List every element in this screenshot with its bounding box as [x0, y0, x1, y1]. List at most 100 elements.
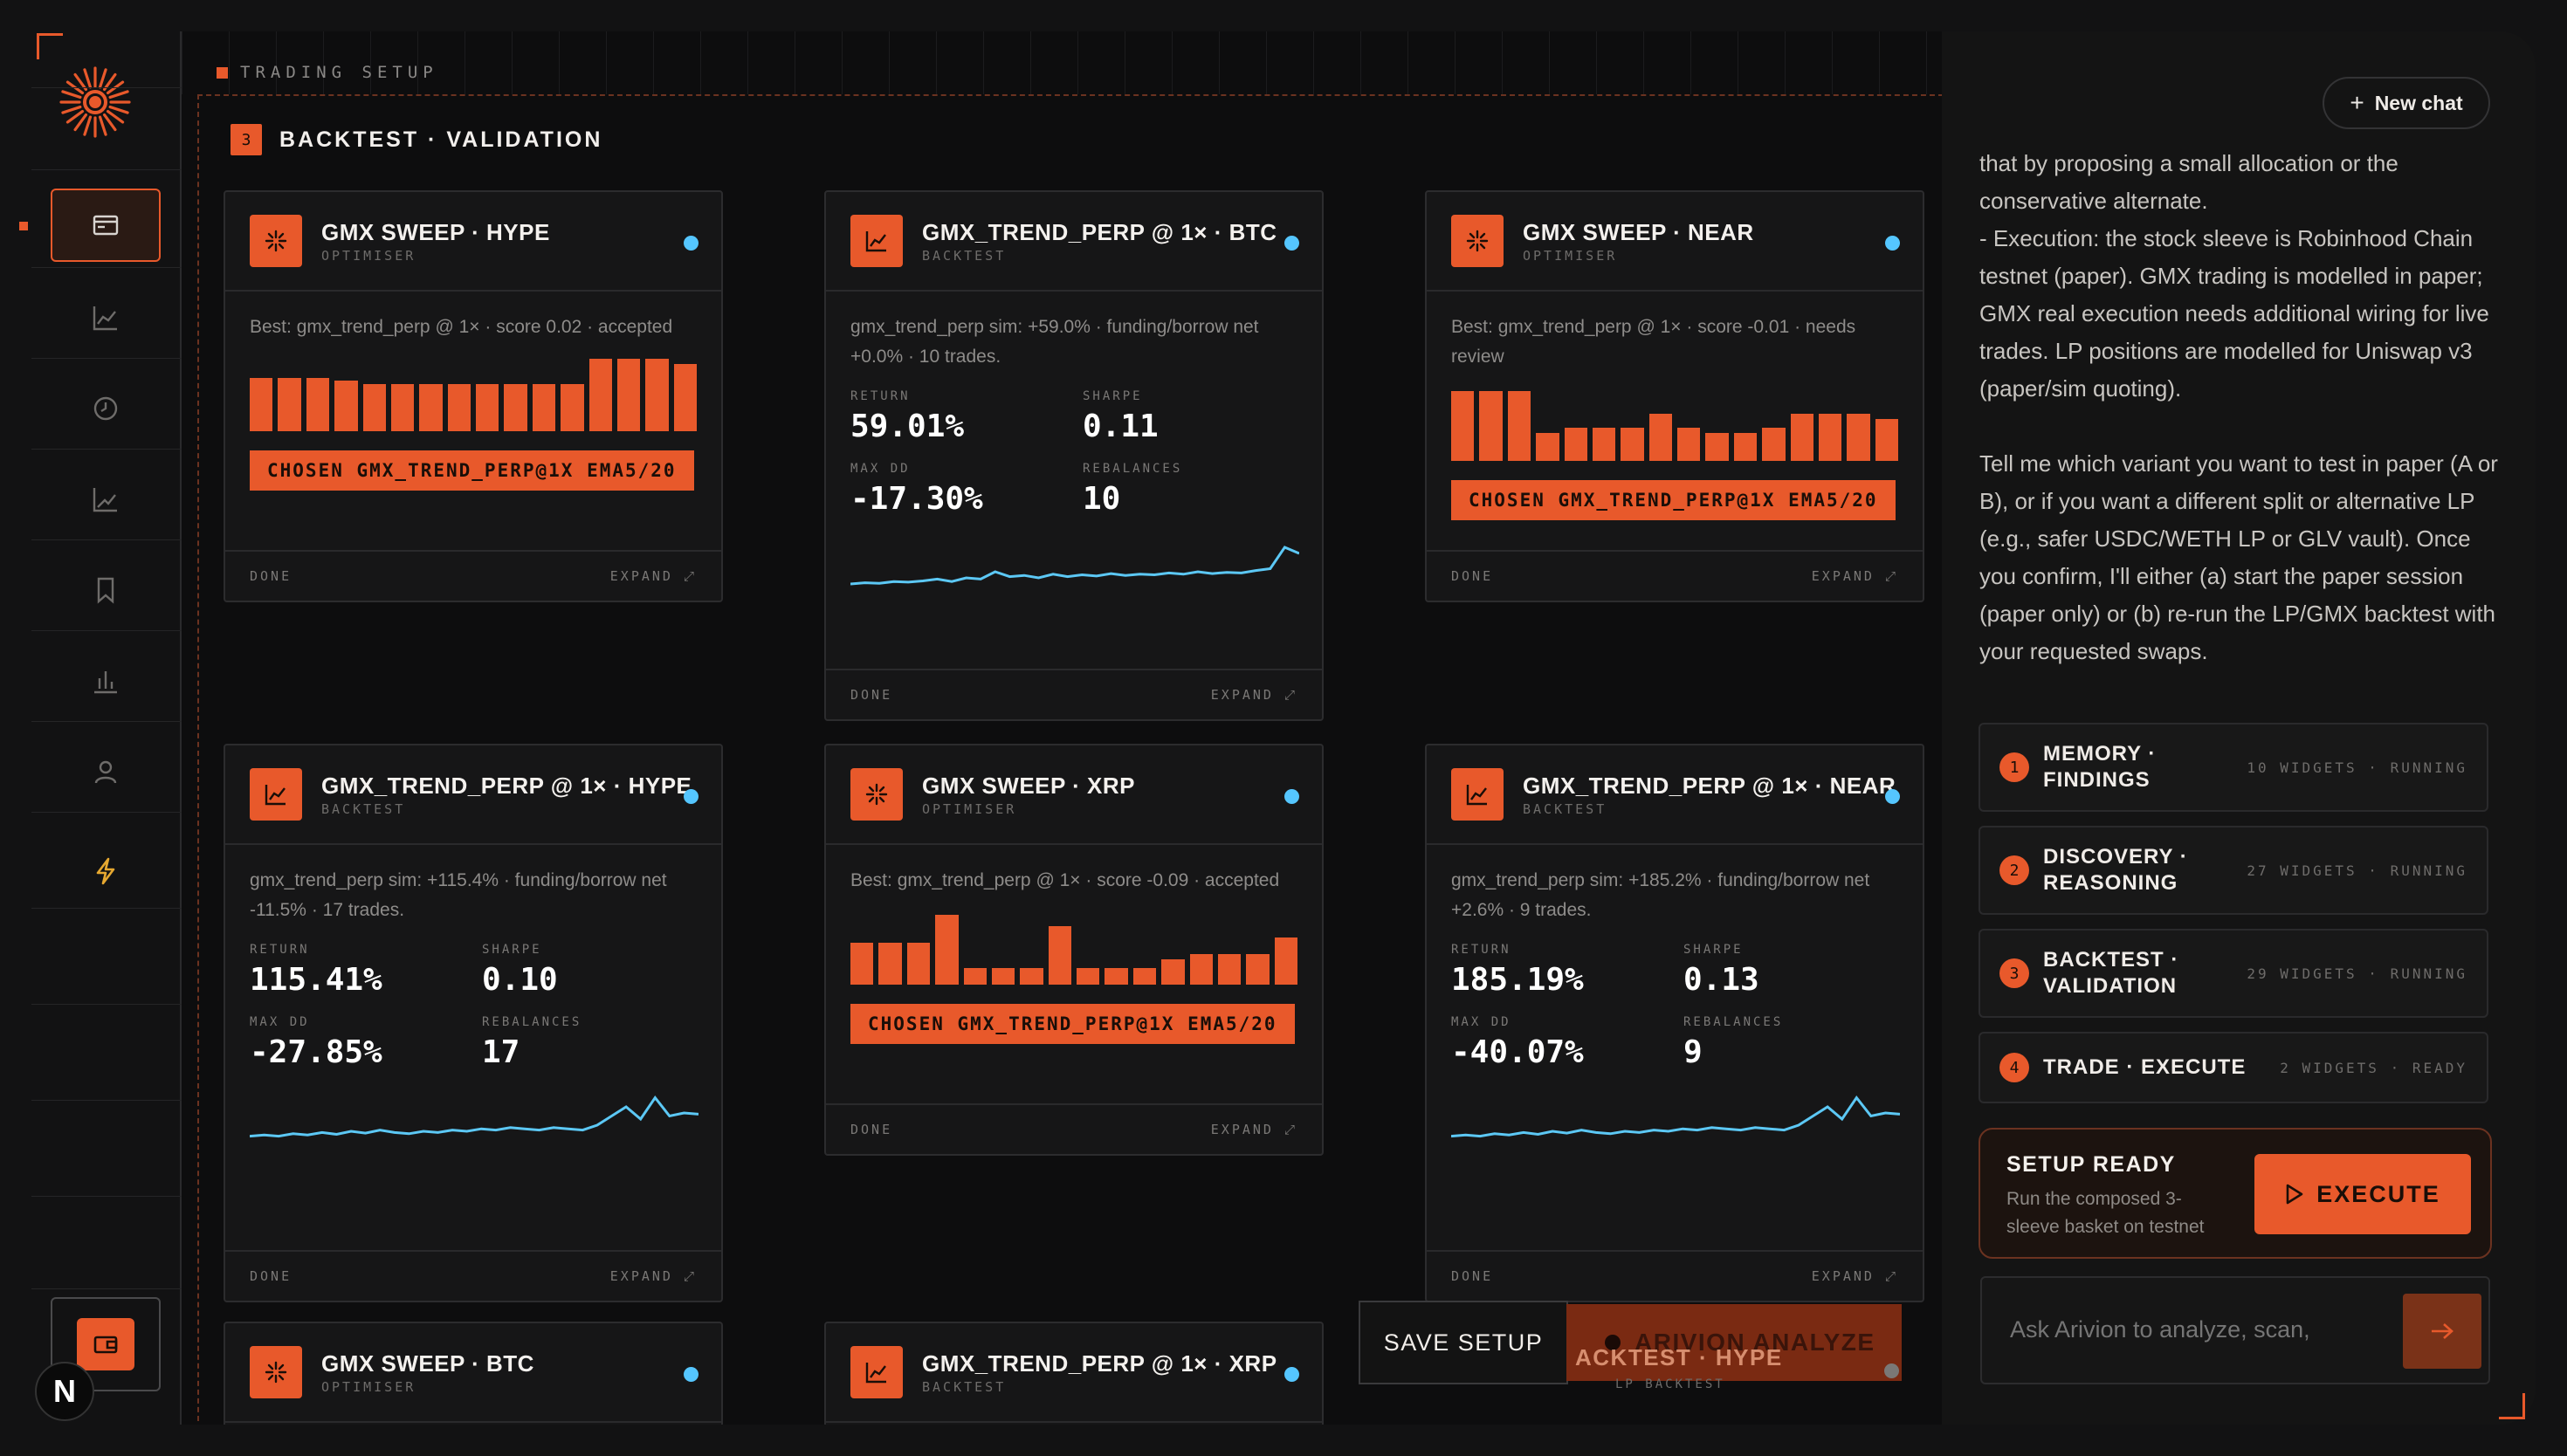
stat-label: SHARPE [482, 943, 542, 957]
score-bar [334, 381, 358, 431]
card-body: Best: gmx_trend_perp @ 1× · score -0.09 … [826, 845, 1322, 1044]
wallet-button[interactable] [51, 1297, 161, 1391]
sparkle-icon [1451, 215, 1504, 267]
stat-sharpe: 0.13 [1683, 962, 1759, 998]
widget-card-optimiser[interactable]: GMX SWEEP · HYPE OPTIMISER Best: gmx_trend… [224, 190, 723, 602]
plus-icon: + [2350, 89, 2364, 116]
expand-button[interactable]: EXPAND ⤢ [609, 1268, 697, 1284]
expand-button[interactable]: EXPAND ⤢ [1210, 1122, 1297, 1137]
status-dot [1284, 1367, 1299, 1382]
credit-card-icon [93, 215, 119, 236]
dragged-widget-ghost: ACKTEST · HYPE [1575, 1344, 1783, 1370]
card-title: GMX_TREND_PERP @ 1× · NEAR [1523, 772, 1896, 799]
card-body: gmx_trend_perp sim: +115.4% · funding/bo… [225, 845, 721, 1149]
status-dot [1284, 236, 1299, 251]
sidebar-item-automation[interactable] [51, 834, 161, 908]
sidebar-divider [31, 87, 182, 88]
expand-button[interactable]: EXPAND ⤢ [1210, 687, 1297, 703]
stats-grid: RETURN 115.41% SHARPE 0.10 MAX DD -27.85% REBA… [250, 943, 697, 1070]
status-dot [684, 1367, 699, 1382]
send-button[interactable] [2403, 1294, 2481, 1369]
widget-card-backtest[interactable]: GMX_TREND_PERP @ 1× · HYPE BACKTEST gmx_tr… [224, 744, 723, 1302]
score-bar [935, 915, 959, 985]
expand-button[interactable]: EXPAND ⤢ [1811, 1268, 1898, 1284]
setup-label: TRADING SETUP [217, 63, 438, 82]
pipeline-step-execute[interactable]: 4 TRADE · EXECUTE 2 WIDGETS · READY [1979, 1032, 2488, 1103]
widget-card-optimiser[interactable]: GMX SWEEP · XRP OPTIMISER Best: gmx_trend_… [824, 744, 1324, 1156]
setup-ready-panel: SETUP READY Run the composed 3-sleeve ba… [1979, 1128, 2492, 1259]
new-chat-button[interactable]: + New chat [2323, 77, 2490, 129]
card-status: DONE [850, 1122, 893, 1137]
save-setup-button[interactable]: SAVE SETUP [1359, 1301, 1568, 1384]
chat-paragraph: that by proposing a small allocation or … [1979, 150, 2489, 402]
sidebar-item-profile[interactable] [51, 735, 161, 808]
score-bar [1077, 967, 1100, 985]
card-status: DONE [250, 1268, 292, 1284]
chat-input[interactable] [2010, 1316, 2385, 1343]
line-chart-icon [1451, 768, 1504, 821]
sidebar-item-saved[interactable] [51, 553, 161, 627]
expand-button[interactable]: EXPAND ⤢ [609, 568, 697, 584]
expand-button[interactable]: EXPAND ⤢ [1811, 568, 1898, 584]
pipeline-step-backtest[interactable]: 3 BACKTEST · VALIDATION 29 WIDGETS · RUN… [1979, 929, 2488, 1018]
score-bar [1451, 391, 1475, 461]
step-meta: 29 WIDGETS · RUNNING [2247, 965, 2467, 982]
execute-button[interactable]: EXECUTE [2254, 1154, 2471, 1234]
stat-rebalances: 9 [1683, 1034, 1703, 1070]
user-badge[interactable]: N [35, 1362, 94, 1421]
sidebar-item-performance[interactable] [51, 463, 161, 536]
card-description: Best: gmx_trend_perp @ 1× · score 0.02 ·… [250, 317, 673, 337]
card-subtitle: OPTIMISER [1523, 247, 1618, 264]
card-title: GMX SWEEP · BTC [321, 1350, 534, 1377]
card-subtitle: OPTIMISER [321, 247, 416, 264]
widget-card-backtest[interactable]: GMX_TREND_PERP @ 1× · BTC BACKTEST gmx_tre… [824, 190, 1324, 721]
arrow-right-icon [2432, 1323, 2453, 1339]
equity-sparkline [250, 1095, 699, 1138]
setup-label-text: TRADING SETUP [240, 63, 438, 82]
sparkle-icon [250, 1346, 302, 1398]
sparkle-icon [250, 215, 302, 267]
score-bar [616, 358, 641, 431]
user-icon [94, 760, 117, 784]
card-title: GMX_TREND_PERP @ 1× · HYPE [321, 772, 692, 799]
score-bar [1217, 953, 1242, 985]
arivion-analyze-button[interactable]: ARIVION ANALYZE [1566, 1304, 1902, 1381]
stat-label: RETURN [250, 943, 310, 957]
setup-ready-title: SETUP READY [2006, 1152, 2176, 1177]
corner-bracket [37, 33, 63, 59]
stat-label: SHARPE [1683, 943, 1744, 957]
lightning-icon [96, 857, 115, 885]
clock-icon [93, 396, 118, 421]
stat-max-dd: -17.30% [850, 481, 983, 517]
card-header: GMX SWEEP · NEAR OPTIMISER [1427, 192, 1923, 292]
widget-card-backtest[interactable]: GMX_TREND_PERP @ 1× · XRP BACKTEST [824, 1322, 1324, 1425]
sidebar-item-setup[interactable] [51, 189, 161, 262]
bar-chart-icon [94, 671, 117, 694]
sidebar-border [180, 31, 182, 1425]
score-bar [1733, 433, 1758, 461]
score-bars [1451, 388, 1898, 461]
sidebar-item-charts[interactable] [51, 281, 161, 354]
sidebar-item-history[interactable] [51, 372, 161, 445]
card-description: Best: gmx_trend_perp @ 1× · score -0.09 … [850, 870, 1280, 890]
stat-max-dd: -40.07% [1451, 1034, 1584, 1070]
analyze-dot-icon [1605, 1335, 1621, 1350]
sidebar-item-analytics[interactable] [51, 644, 161, 718]
card-body: Best: gmx_trend_perp @ 1× · score 0.02 ·… [225, 292, 721, 491]
wallet-icon [77, 1318, 134, 1370]
line-chart-icon [850, 215, 903, 267]
card-description: gmx_trend_perp sim: +185.2% · funding/bo… [1451, 870, 1870, 920]
card-body: gmx_trend_perp sim: +185.2% · funding/bo… [1427, 845, 1923, 1149]
widget-card-backtest[interactable]: GMX_TREND_PERP @ 1× · NEAR BACKTEST gmx_tr… [1425, 744, 1924, 1302]
widget-card-optimiser[interactable]: GMX SWEEP · BTC OPTIMISER [224, 1322, 723, 1425]
widget-card-optimiser[interactable]: GMX SWEEP · NEAR OPTIMISER Best: gmx_trend… [1425, 190, 1924, 602]
score-bar [1507, 391, 1531, 461]
sidebar-divider [31, 812, 182, 813]
card-status: DONE [850, 687, 893, 703]
chat-paragraph: Tell me which variant you want to test i… [1979, 450, 2498, 664]
card-subtitle: BACKTEST [922, 247, 1007, 264]
active-indicator [19, 222, 28, 230]
score-bar [1762, 427, 1786, 461]
pipeline-step-memory[interactable]: 1 MEMORY · FINDINGS 10 WIDGETS · RUNNING [1979, 723, 2488, 812]
pipeline-step-discovery[interactable]: 2 DISCOVERY · REASONING 27 WIDGETS · RUN… [1979, 826, 2488, 915]
